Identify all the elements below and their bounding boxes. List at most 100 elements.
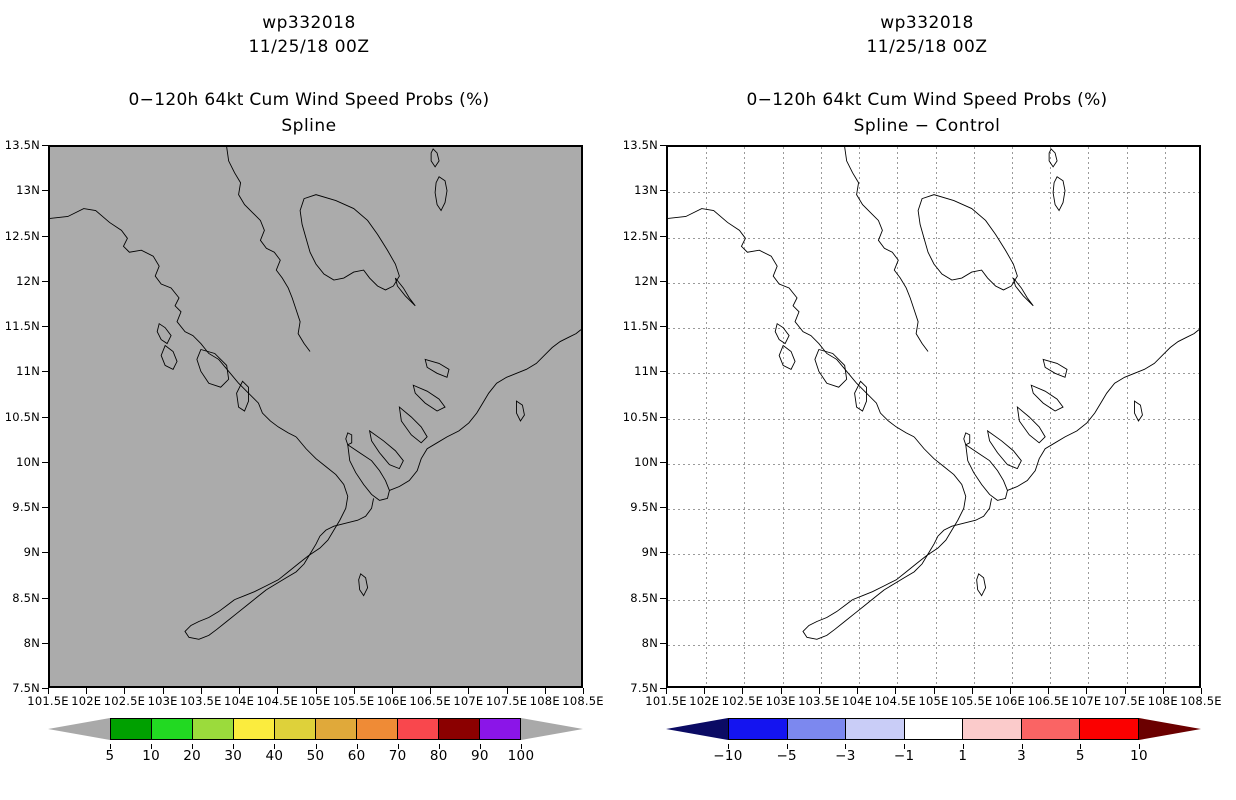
colorbar-segment[interactable] xyxy=(1021,719,1081,739)
x-axis-label-right: 102E xyxy=(689,694,720,708)
colorbar-segment[interactable] xyxy=(963,719,1022,739)
colorbar-tick xyxy=(233,744,235,749)
x-tick-mark xyxy=(1086,688,1088,694)
panel-spline: wp332018 11/25/18 00Z 0−120h 64kt Cum Wi… xyxy=(129,13,490,136)
colorbar-probability[interactable]: 5 10 20 30 40 50 60 70 80 90 100 xyxy=(48,714,583,774)
x-tick-mark xyxy=(1162,688,1164,694)
colorbar-segment[interactable] xyxy=(439,719,480,739)
y-axis-label-right: 7.5N xyxy=(630,681,658,695)
x-axis-label-left: 107.5E xyxy=(485,694,528,708)
colorbar-arrow-under-right xyxy=(666,718,728,740)
x-tick-mark xyxy=(704,688,706,694)
x-tick-mark xyxy=(124,688,126,694)
y-axis-label-right: 10.5N xyxy=(622,409,658,424)
colorbar-tick xyxy=(1139,744,1140,749)
x-axis-label-right: 106E xyxy=(994,694,1025,708)
colorbar-body-left[interactable] xyxy=(110,718,521,740)
y-tick-mark xyxy=(660,507,666,508)
coastline-overlay-left xyxy=(50,147,581,686)
y-tick-mark xyxy=(42,235,48,237)
y-axis-label-left: 13N xyxy=(16,183,40,198)
x-tick-mark xyxy=(933,688,935,694)
colorbar-tick xyxy=(192,744,194,749)
colorbar-tick xyxy=(786,744,788,749)
colorbar-tick-label-left: 20 xyxy=(183,748,202,764)
y-tick-mark xyxy=(660,688,666,689)
colorbar-segment[interactable] xyxy=(904,719,964,739)
colorbar-segment[interactable] xyxy=(234,719,275,739)
colorbar-tick-label-right: 5 xyxy=(1075,748,1085,764)
colorbar-tick xyxy=(356,744,358,749)
y-tick-mark xyxy=(660,597,666,599)
y-axis-label-right: 11N xyxy=(634,364,658,379)
y-axis-label-right: 8.5N xyxy=(630,590,658,605)
colorbar-segment[interactable] xyxy=(152,719,193,739)
colorbar-tick xyxy=(110,744,111,749)
colorbar-difference[interactable]: −10 −5 −3 −1 1 3 5 10 xyxy=(666,714,1201,774)
x-axis-label-left: 107E xyxy=(453,694,484,708)
y-axis-label-right: 9N xyxy=(641,545,658,560)
x-tick-mark xyxy=(544,688,546,694)
colorbar-tick-label-right: −10 xyxy=(713,748,743,764)
x-axis-label-right: 107.5E xyxy=(1103,694,1146,708)
x-axis-label-left: 103E xyxy=(147,694,178,708)
colorbar-segment[interactable] xyxy=(275,719,316,739)
colorbar-segment[interactable] xyxy=(316,719,357,739)
y-axis-label-left: 10.5N xyxy=(4,409,40,424)
colorbar-tick-label-left: 80 xyxy=(429,748,448,764)
colorbar-segment[interactable] xyxy=(193,719,234,739)
x-tick-mark xyxy=(666,688,667,694)
y-axis-label-left: 8.5N xyxy=(12,590,40,605)
y-axis-label-right: 9.5N xyxy=(630,500,658,514)
x-tick-mark xyxy=(895,688,897,694)
colorbar-tick-label-left: 5 xyxy=(105,748,115,764)
colorbar-segment[interactable] xyxy=(357,719,398,739)
colorbar-tick-label-left: 90 xyxy=(471,748,489,764)
x-tick-mark xyxy=(1048,688,1050,694)
right-chart-title: 0−120h 64kt Cum Wind Speed Probs (%) xyxy=(746,90,1108,110)
colorbar-tick-label-left: 30 xyxy=(224,748,243,764)
colorbar-body-right[interactable] xyxy=(728,718,1139,740)
x-tick-mark xyxy=(468,688,470,694)
left-datetime: 11/25/18 00Z xyxy=(248,37,370,57)
colorbar-tick-label-left: 100 xyxy=(507,748,535,764)
x-tick-mark xyxy=(353,688,355,694)
y-axis-label-right: 11.5N xyxy=(622,319,658,333)
y-tick-mark xyxy=(42,280,48,282)
colorbar-segment[interactable] xyxy=(1080,719,1139,739)
colorbar-segment[interactable] xyxy=(787,719,847,739)
colorbar-tick-label-left: 50 xyxy=(306,748,325,764)
x-tick-mark xyxy=(583,688,584,694)
x-axis-label-right: 108.5E xyxy=(1180,694,1222,708)
colorbar-tick xyxy=(438,744,440,749)
x-axis-label-right: 107E xyxy=(1071,694,1102,708)
x-axis-label-left: 104E xyxy=(224,694,255,708)
colorbar-segment[interactable] xyxy=(846,719,905,739)
x-axis-label-right: 103E xyxy=(765,694,796,708)
x-tick-mark xyxy=(86,688,88,694)
colorbar-segment[interactable] xyxy=(729,719,788,739)
y-axis-label-left: 12N xyxy=(16,273,40,288)
colorbar-tick xyxy=(845,744,847,749)
colorbar-segment[interactable] xyxy=(111,719,152,739)
colorbar-segment[interactable] xyxy=(398,719,439,739)
map-plot-spline-minus-control[interactable] xyxy=(666,145,1201,688)
x-axis-label-right: 105.5E xyxy=(951,694,993,708)
y-tick-mark xyxy=(42,597,48,599)
colorbar-segment[interactable] xyxy=(480,719,520,739)
y-tick-mark xyxy=(660,190,666,192)
map-plot-spline[interactable] xyxy=(48,145,583,688)
y-tick-mark xyxy=(42,552,48,554)
x-axis-label-left: 104.5E xyxy=(256,694,298,708)
y-axis-label-left: 7.5N xyxy=(12,681,40,695)
colorbar-tick-label-right: 3 xyxy=(1017,748,1027,764)
x-tick-mark xyxy=(506,688,508,694)
colorbar-tick xyxy=(479,744,481,749)
colorbar-arrow-over-left xyxy=(521,718,583,740)
y-tick-mark xyxy=(660,552,666,554)
y-axis-label-right: 13N xyxy=(634,183,658,198)
x-tick-mark xyxy=(1124,688,1126,694)
colorbar-tick xyxy=(521,744,522,749)
x-tick-mark xyxy=(857,688,859,694)
x-tick-mark xyxy=(780,688,782,694)
